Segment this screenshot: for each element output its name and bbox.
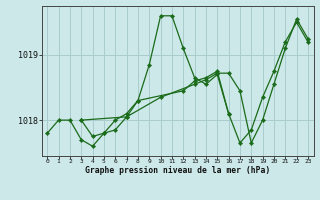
X-axis label: Graphe pression niveau de la mer (hPa): Graphe pression niveau de la mer (hPa) — [85, 166, 270, 175]
